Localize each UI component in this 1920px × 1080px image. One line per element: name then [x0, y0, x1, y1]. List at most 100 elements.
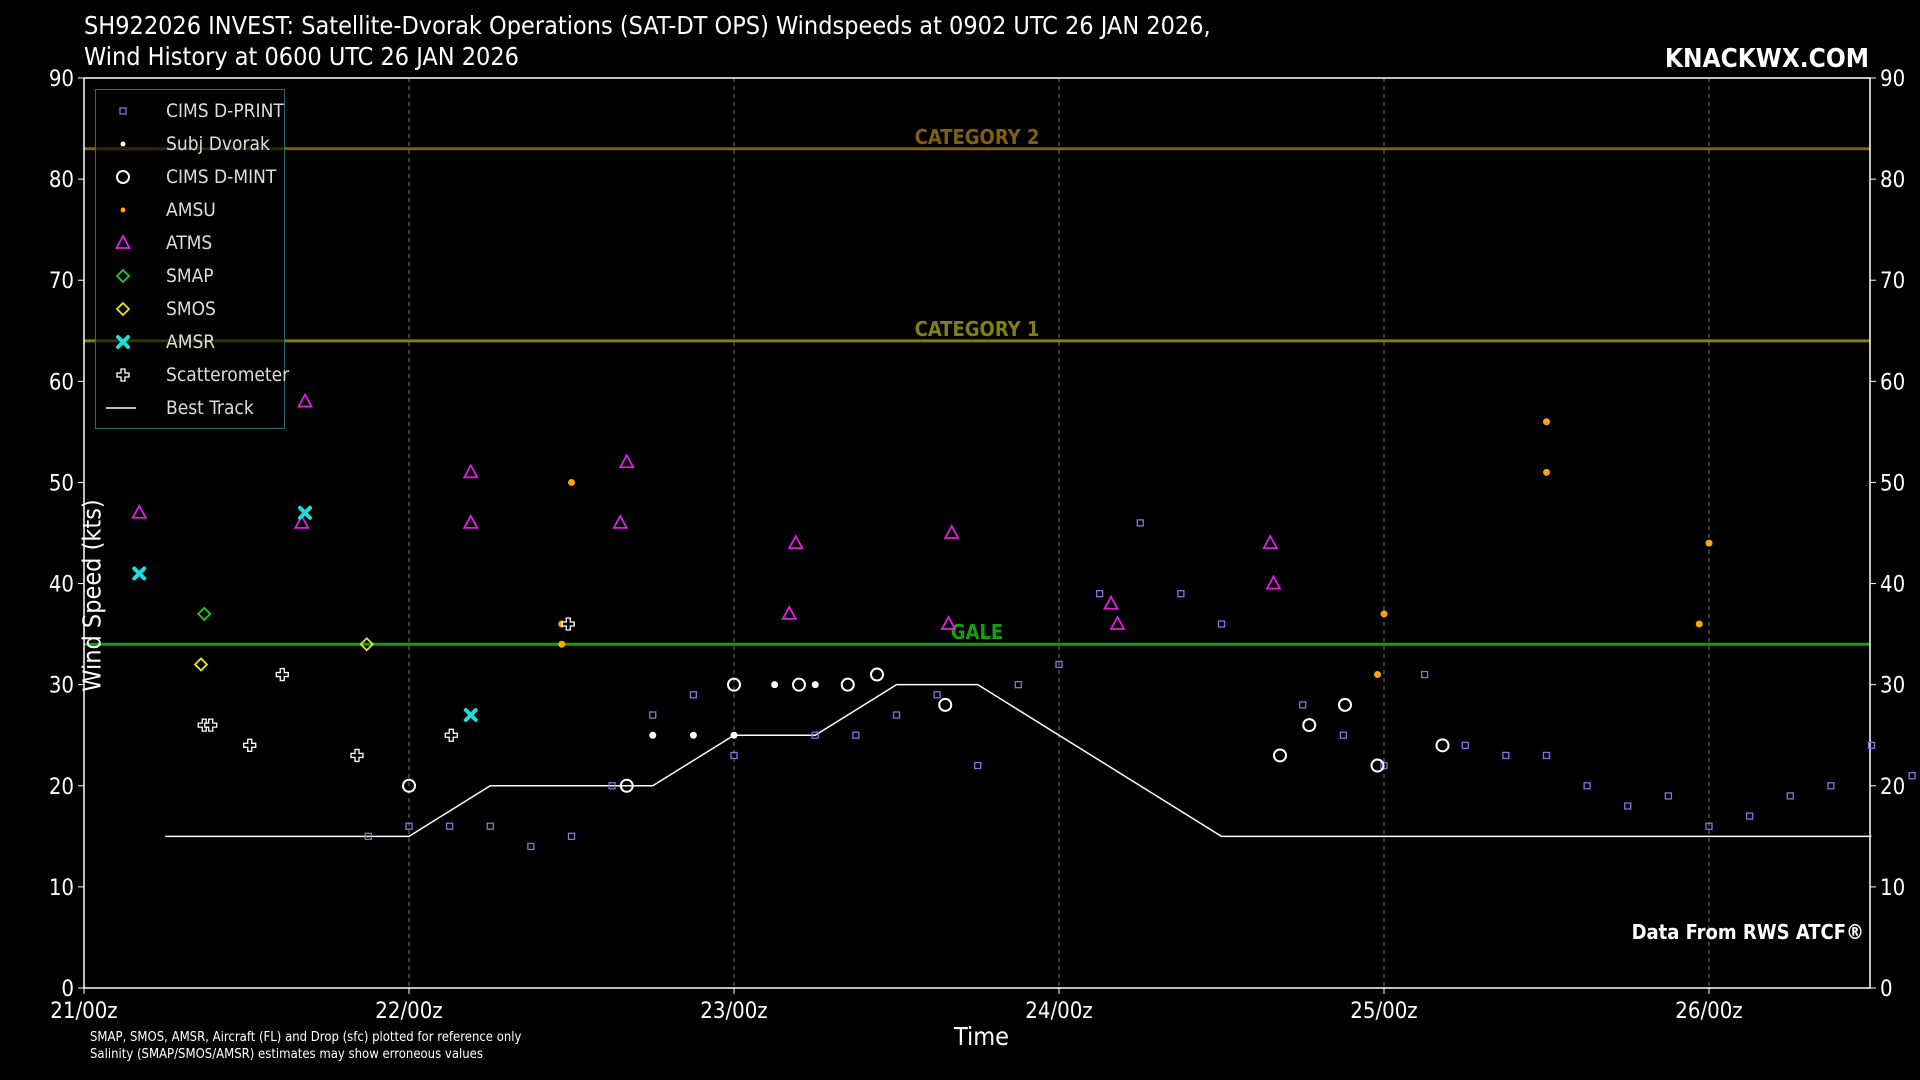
- cims-d-print-point-4: [527, 842, 535, 851]
- legend-label: Best Track: [166, 397, 254, 419]
- smap-point-0: [196, 606, 212, 622]
- plot-frame: [83, 77, 1871, 989]
- legend-label: CIMS D-MINT: [166, 166, 277, 188]
- cims-d-print-point-27: [1542, 751, 1551, 760]
- legend-item-atms: ATMS: [96, 228, 284, 258]
- legend-symbol: [115, 268, 131, 284]
- y-tick-label-left-3: 30: [49, 674, 74, 699]
- legend-label: Scatterometer: [166, 364, 290, 386]
- x-tick-label-1: 22/00z: [375, 999, 442, 1024]
- atms-point-7: [787, 534, 804, 550]
- y-tick-label-left-9: 90: [49, 67, 74, 92]
- legend-symbol: [120, 207, 126, 213]
- cims-d-mint-point-0: [402, 778, 416, 793]
- cims-d-print-point-13: [933, 691, 941, 699]
- legend-marker: [119, 107, 127, 115]
- cims-d-print-point-24: [1420, 670, 1429, 679]
- legend-label: AMSR: [166, 331, 216, 353]
- y-tick-label-left-5: 50: [49, 471, 74, 496]
- legend-item-subj-dvorak: Subj Dvorak: [96, 129, 284, 159]
- subj-dvorak-point-3: [771, 681, 779, 689]
- legend-item-cims-d-mint: CIMS D-MINT: [96, 162, 284, 192]
- atms-point-13: [1262, 534, 1279, 550]
- reference-label-0: CATEGORY 2: [915, 125, 1040, 149]
- legend-marker: [120, 207, 126, 213]
- scatterometer-point-4: [350, 748, 364, 763]
- chart-title: SH922026 INVEST: Satellite-Dvorak Operat…: [84, 10, 1211, 72]
- cims-d-print-point-2: [445, 822, 454, 830]
- cims-d-print-point-9: [730, 751, 738, 760]
- y-tick-label-left-2: 20: [49, 775, 74, 800]
- chart-axes: [83, 77, 1871, 989]
- cims-d-print-point-25: [1461, 741, 1469, 749]
- cims-d-print-point-19: [1177, 590, 1185, 598]
- legend-symbol: [116, 368, 130, 382]
- cims-d-mint-point-10: [1370, 758, 1385, 773]
- cims-d-print-point-35: [1867, 741, 1876, 749]
- legend-marker: [116, 335, 130, 349]
- atms-point-6: [612, 513, 629, 529]
- smos-point-1: [359, 636, 375, 652]
- legend-item-amsr: AMSR: [96, 327, 284, 357]
- cims-d-print-point-29: [1624, 802, 1632, 810]
- data-series: [131, 392, 1916, 851]
- y-tick-label-right-6: 60: [1880, 370, 1905, 395]
- cims-d-print-point-30: [1664, 792, 1673, 800]
- atms-point-1: [296, 392, 314, 408]
- y-tick-label-right-8: 80: [1880, 168, 1905, 193]
- cims-d-print-point-5: [567, 832, 576, 840]
- cims-d-mint-point-9: [1338, 697, 1352, 712]
- cims-d-mint-point-7: [1273, 748, 1287, 763]
- footnote: SMAP, SMOS, AMSR, Aircraft (FL) and Drop…: [90, 1029, 521, 1063]
- y-axis-label: Wind Speed (kts): [77, 499, 107, 692]
- x-tick-label-0: 21/00z: [50, 999, 117, 1024]
- y-tick-label-right-7: 70: [1880, 269, 1905, 294]
- legend-item-smap: SMAP: [96, 261, 284, 291]
- legend-symbol: [120, 141, 126, 147]
- legend-marker: [114, 234, 132, 249]
- legend-marker: [120, 141, 126, 147]
- y-tick-label-right-1: 10: [1880, 876, 1905, 901]
- data-credit: Data From RWS ATCF®: [1631, 920, 1864, 944]
- reference-label-1: CATEGORY 1: [915, 317, 1040, 341]
- legend-item-amsu: AMSU: [96, 195, 284, 225]
- cims-d-print-point-12: [892, 711, 901, 719]
- legend-marker: [115, 301, 131, 317]
- cims-d-mint-point-2: [727, 677, 741, 692]
- legend-symbol: [115, 301, 131, 317]
- atms-point-14: [1265, 574, 1282, 590]
- subj-dvorak-point-4: [811, 681, 819, 689]
- cims-d-mint-point-8: [1302, 718, 1317, 733]
- chart-legend: CIMS D-PRINT Subj Dvorak CIMS D-MINT AMSU AT…: [95, 89, 289, 429]
- x-tick-label-3: 24/00z: [1025, 999, 1092, 1024]
- atms-point-9: [943, 524, 960, 539]
- y-tick-label-left-1: 10: [49, 876, 74, 901]
- legend-item-cims-d-print: CIMS D-PRINT: [96, 96, 284, 126]
- subj-dvorak-point-2: [730, 731, 738, 739]
- scatterometer-point-1: [204, 718, 218, 732]
- amsu-point-5: [1543, 418, 1550, 426]
- y-tick-label-right-4: 40: [1880, 573, 1905, 598]
- tick-labels: 0 0 10 10 20 20 30 30 40 40 50 50 60 60 70 70 80 80 90 90 21…: [49, 67, 1905, 1024]
- cims-d-mint-point-1: [619, 778, 634, 793]
- y-tick-label-right-5: 50: [1880, 471, 1905, 496]
- scatterometer-point-3: [275, 667, 289, 682]
- vertical-gridlines: [408, 78, 1710, 988]
- cims-d-print-point-26: [1502, 751, 1510, 760]
- y-tick-label-left-6: 60: [49, 370, 74, 395]
- scatterometer-point-2: [243, 738, 257, 752]
- cims-d-print-point-11: [852, 731, 860, 739]
- legend-label: AMSU: [166, 199, 216, 221]
- amsr-point-0: [132, 566, 147, 581]
- y-tick-label-left-0: 0: [61, 977, 74, 1002]
- subj-dvorak-point-0: [649, 731, 657, 739]
- amsu-point-0: [568, 478, 575, 486]
- smos-point-0: [193, 657, 209, 672]
- atms-point-12: [1109, 615, 1126, 630]
- footnote-line-2: Salinity (SMAP/SMOS/AMSR) estimates may …: [90, 1047, 483, 1062]
- cims-d-print-point-22: [1339, 731, 1348, 739]
- cims-d-print-point-6: [608, 782, 616, 790]
- legend-item-smos: SMOS: [96, 294, 284, 324]
- cims-d-mint-point-4: [840, 677, 855, 692]
